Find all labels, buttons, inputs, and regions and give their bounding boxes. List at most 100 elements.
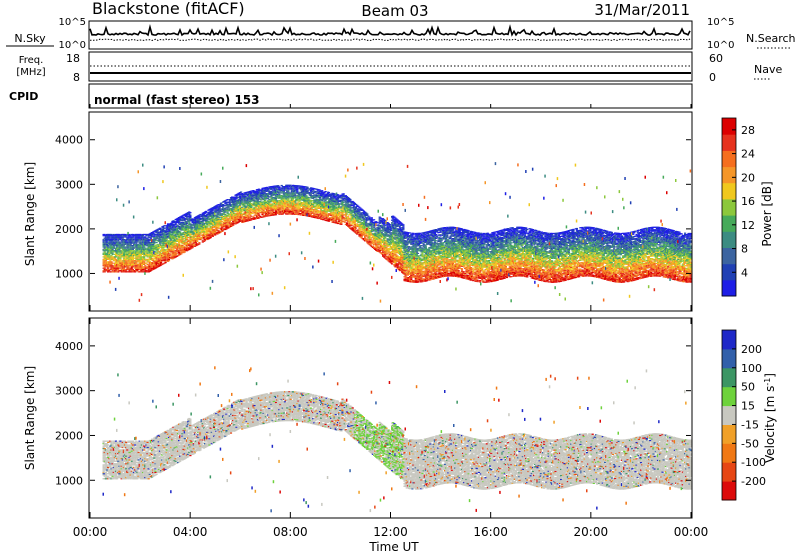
heatmap-cell — [286, 186, 288, 187]
heatmap-cell — [205, 212, 207, 213]
heatmap-cell — [144, 265, 146, 266]
heatmap-cell — [335, 240, 337, 243]
heatmap-cell — [298, 214, 300, 215]
heatmap-cell — [285, 190, 287, 191]
heatmap-cell — [299, 193, 301, 194]
heatmap-cell — [184, 251, 186, 252]
heatmap-cell — [284, 211, 286, 212]
heatmap-cell — [331, 280, 333, 283]
heatmap-cell — [365, 235, 367, 236]
heatmap-cell — [112, 254, 114, 255]
heatmap-cell — [275, 193, 277, 194]
heatmap-cell — [267, 189, 269, 190]
heatmap-cell — [144, 236, 146, 237]
heatmap-cell — [127, 238, 129, 239]
heatmap-cell — [330, 211, 332, 212]
heatmap-cell — [143, 250, 145, 251]
heatmap-cell — [295, 214, 297, 215]
heatmap-cell — [264, 216, 266, 217]
heatmap-cell — [276, 194, 278, 195]
heatmap-cell — [219, 217, 221, 218]
heatmap-cell — [299, 207, 301, 208]
heatmap-cell — [265, 202, 267, 203]
heatmap-cell — [107, 269, 109, 270]
heatmap-cell — [294, 201, 296, 202]
heatmap-cell — [118, 277, 120, 280]
heatmap-cell — [122, 251, 124, 252]
heatmap-cell — [104, 248, 106, 249]
heatmap-cell — [198, 235, 200, 236]
heatmap-cell — [144, 249, 146, 250]
heatmap-cell — [123, 245, 125, 246]
heatmap-cell — [119, 260, 121, 261]
heatmap-cell — [142, 235, 144, 236]
heatmap-cell — [184, 246, 186, 247]
heatmap-cell — [278, 234, 280, 237]
heatmap-cell — [108, 259, 110, 260]
heatmap-cell — [345, 215, 347, 216]
heatmap-cell — [294, 195, 296, 196]
heatmap-cell — [116, 253, 118, 254]
heatmap-cell — [284, 286, 286, 289]
heatmap-cell — [147, 254, 149, 255]
heatmap-cell — [132, 269, 134, 270]
heatmap-cell — [323, 203, 325, 206]
heatmap-cell — [359, 218, 361, 219]
heatmap-cell — [310, 194, 312, 195]
heatmap-cell — [117, 254, 119, 255]
heatmap-cell — [240, 218, 242, 219]
heatmap-cell — [308, 198, 310, 199]
nave-tick-top: 60 — [709, 52, 723, 65]
heatmap-cell — [318, 260, 320, 263]
heatmap-cell — [230, 220, 232, 221]
heatmap-cell — [304, 205, 306, 206]
heatmap-cell — [281, 185, 283, 186]
heatmap-cell — [189, 217, 191, 218]
heatmap-cell — [304, 257, 306, 260]
heatmap-cell — [312, 212, 314, 213]
heatmap-cell — [130, 251, 132, 252]
heatmap-cell — [118, 234, 120, 235]
heatmap-cell — [132, 265, 134, 266]
heatmap-cell — [141, 236, 143, 237]
heatmap-cell — [118, 261, 120, 262]
heatmap-cell — [133, 248, 135, 249]
heatmap-cell — [206, 224, 208, 225]
heatmap-cell — [152, 221, 154, 224]
heatmap-cell — [106, 241, 108, 242]
heatmap-cell — [109, 271, 111, 272]
heatmap-cell — [159, 243, 161, 244]
heatmap-cell — [178, 242, 180, 243]
heatmap-cell — [119, 243, 121, 244]
heatmap-cell — [251, 213, 253, 214]
heatmap-cell — [165, 262, 167, 263]
heatmap-cell — [115, 239, 117, 240]
heatmap-cell — [140, 234, 142, 235]
heatmap-cell — [307, 188, 309, 189]
heatmap-cell — [338, 204, 340, 205]
heatmap-cell — [277, 185, 279, 186]
heatmap-cell — [123, 249, 125, 250]
heatmap-cell — [163, 228, 165, 229]
heatmap-cell — [286, 202, 288, 203]
heatmap-cell — [294, 207, 296, 208]
heatmap-cell — [274, 189, 276, 190]
power-heatmap-cells — [103, 162, 692, 303]
heatmap-cell — [346, 214, 348, 215]
heatmap-cell — [186, 218, 188, 219]
heatmap-cell — [128, 200, 130, 203]
heatmap-cell — [277, 191, 279, 192]
heatmap-cell — [154, 240, 156, 241]
heatmap-cell — [140, 240, 142, 241]
heatmap-cell — [240, 213, 242, 214]
heatmap-cell — [285, 212, 287, 213]
heatmap-cell — [340, 209, 342, 210]
heatmap-cell — [156, 242, 158, 243]
heatmap-cell — [104, 261, 106, 262]
heatmap-cell — [130, 246, 132, 247]
heatmap-cell — [268, 213, 270, 214]
heatmap-cell — [210, 237, 212, 238]
heatmap-cell — [168, 248, 170, 249]
heatmap-cell — [347, 216, 349, 217]
heatmap-cell — [139, 253, 141, 254]
